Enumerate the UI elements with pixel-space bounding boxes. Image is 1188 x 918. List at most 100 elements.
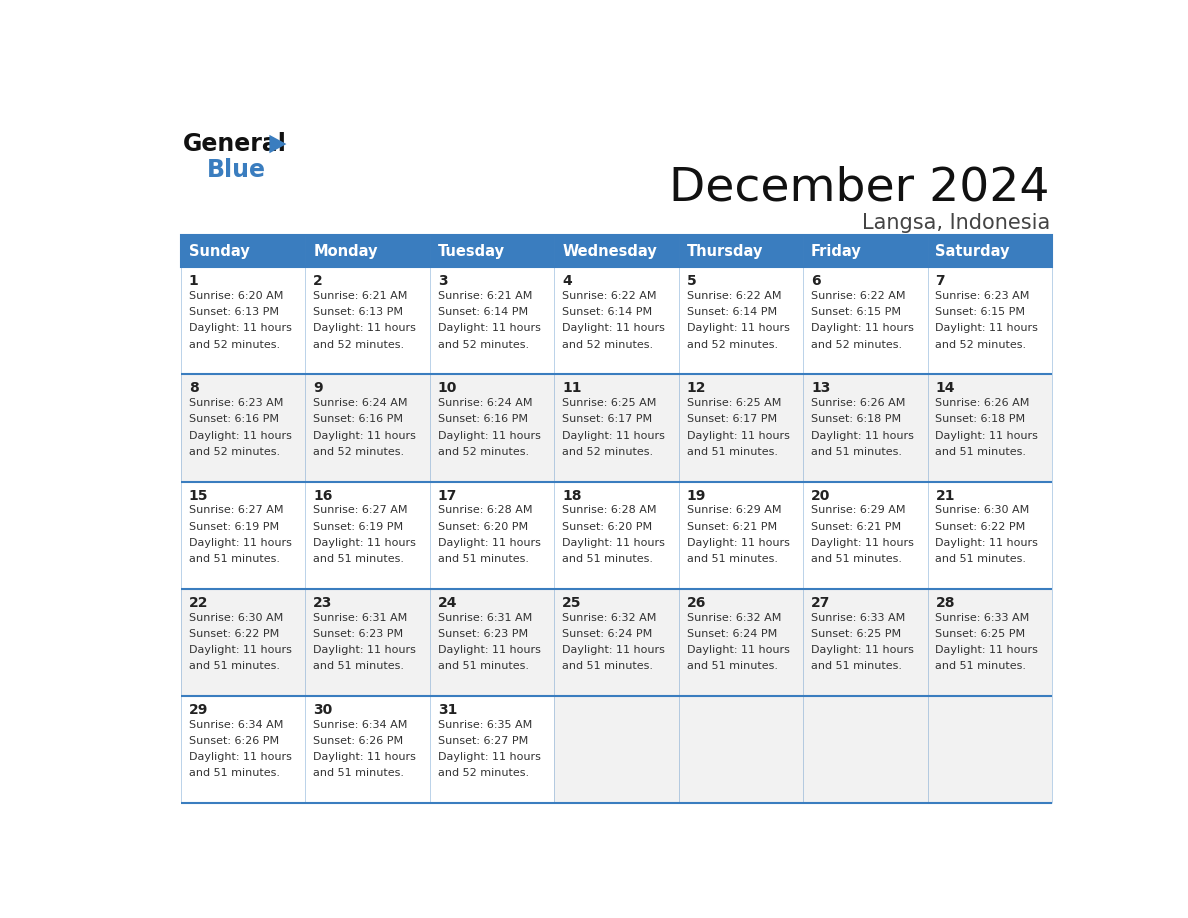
Bar <box>803 588 928 696</box>
Text: Sunset: 6:16 PM: Sunset: 6:16 PM <box>314 414 403 424</box>
Bar <box>181 696 305 803</box>
Text: Daylight: 11 hours: Daylight: 11 hours <box>437 752 541 762</box>
Text: Sunrise: 6:27 AM: Sunrise: 6:27 AM <box>189 506 283 516</box>
Bar <box>430 267 555 375</box>
Text: Sunset: 6:17 PM: Sunset: 6:17 PM <box>687 414 777 424</box>
Text: Daylight: 11 hours: Daylight: 11 hours <box>687 323 790 333</box>
Text: 5: 5 <box>687 274 696 288</box>
Text: Sunset: 6:20 PM: Sunset: 6:20 PM <box>562 521 652 532</box>
Text: and 51 minutes.: and 51 minutes. <box>437 554 529 564</box>
Bar <box>678 235 803 267</box>
Text: Thursday: Thursday <box>687 243 763 259</box>
Bar <box>181 375 305 482</box>
Text: and 51 minutes.: and 51 minutes. <box>314 661 404 671</box>
Text: Sunrise: 6:28 AM: Sunrise: 6:28 AM <box>437 506 532 516</box>
Text: 11: 11 <box>562 381 582 396</box>
Text: 3: 3 <box>437 274 448 288</box>
Bar <box>305 235 430 267</box>
Bar <box>803 696 928 803</box>
Text: and 51 minutes.: and 51 minutes. <box>935 661 1026 671</box>
Text: Sunset: 6:15 PM: Sunset: 6:15 PM <box>935 308 1025 318</box>
Text: 23: 23 <box>314 596 333 610</box>
Text: 6: 6 <box>811 274 821 288</box>
Text: Sunrise: 6:25 AM: Sunrise: 6:25 AM <box>562 398 657 409</box>
Text: Sunday: Sunday <box>189 243 249 259</box>
Text: Sunset: 6:16 PM: Sunset: 6:16 PM <box>437 414 527 424</box>
Text: Daylight: 11 hours: Daylight: 11 hours <box>935 431 1038 441</box>
Text: Sunrise: 6:22 AM: Sunrise: 6:22 AM <box>562 291 657 301</box>
Text: Sunset: 6:22 PM: Sunset: 6:22 PM <box>189 629 279 639</box>
Bar <box>928 235 1053 267</box>
Text: Daylight: 11 hours: Daylight: 11 hours <box>687 431 790 441</box>
Text: Sunrise: 6:27 AM: Sunrise: 6:27 AM <box>314 506 407 516</box>
Text: and 52 minutes.: and 52 minutes. <box>437 768 529 778</box>
Text: Sunset: 6:21 PM: Sunset: 6:21 PM <box>687 521 777 532</box>
Text: Sunset: 6:25 PM: Sunset: 6:25 PM <box>935 629 1025 639</box>
Bar <box>555 482 678 588</box>
Text: 13: 13 <box>811 381 830 396</box>
Text: and 52 minutes.: and 52 minutes. <box>935 340 1026 350</box>
Text: Daylight: 11 hours: Daylight: 11 hours <box>314 538 416 548</box>
Text: Sunrise: 6:30 AM: Sunrise: 6:30 AM <box>935 506 1030 516</box>
Text: Sunset: 6:19 PM: Sunset: 6:19 PM <box>189 521 279 532</box>
Text: Daylight: 11 hours: Daylight: 11 hours <box>562 538 665 548</box>
Text: Daylight: 11 hours: Daylight: 11 hours <box>562 431 665 441</box>
Text: 30: 30 <box>314 703 333 717</box>
Text: Daylight: 11 hours: Daylight: 11 hours <box>437 538 541 548</box>
Bar <box>555 696 678 803</box>
Text: Daylight: 11 hours: Daylight: 11 hours <box>189 752 292 762</box>
Bar <box>678 267 803 375</box>
Text: 1: 1 <box>189 274 198 288</box>
Text: Sunset: 6:16 PM: Sunset: 6:16 PM <box>189 414 279 424</box>
Polygon shape <box>270 135 286 153</box>
Text: Daylight: 11 hours: Daylight: 11 hours <box>437 323 541 333</box>
Text: 31: 31 <box>437 703 457 717</box>
Bar <box>803 267 928 375</box>
Text: Wednesday: Wednesday <box>562 243 657 259</box>
Text: and 52 minutes.: and 52 minutes. <box>811 340 902 350</box>
Text: and 52 minutes.: and 52 minutes. <box>562 447 653 457</box>
Text: Sunrise: 6:20 AM: Sunrise: 6:20 AM <box>189 291 283 301</box>
Text: Sunrise: 6:30 AM: Sunrise: 6:30 AM <box>189 612 283 622</box>
Text: Daylight: 11 hours: Daylight: 11 hours <box>189 645 292 655</box>
Bar <box>430 235 555 267</box>
Bar <box>305 696 430 803</box>
Text: 28: 28 <box>935 596 955 610</box>
Text: Sunrise: 6:22 AM: Sunrise: 6:22 AM <box>811 291 905 301</box>
Text: 18: 18 <box>562 488 582 502</box>
Text: 27: 27 <box>811 596 830 610</box>
Text: Daylight: 11 hours: Daylight: 11 hours <box>811 323 914 333</box>
Text: 22: 22 <box>189 596 208 610</box>
Text: and 51 minutes.: and 51 minutes. <box>935 554 1026 564</box>
Text: Sunrise: 6:35 AM: Sunrise: 6:35 AM <box>437 720 532 730</box>
Text: Sunrise: 6:23 AM: Sunrise: 6:23 AM <box>935 291 1030 301</box>
Text: 8: 8 <box>189 381 198 396</box>
Text: and 51 minutes.: and 51 minutes. <box>314 554 404 564</box>
Text: Sunrise: 6:26 AM: Sunrise: 6:26 AM <box>811 398 905 409</box>
Text: Daylight: 11 hours: Daylight: 11 hours <box>811 538 914 548</box>
Bar <box>555 235 678 267</box>
Bar <box>555 588 678 696</box>
Text: Sunrise: 6:26 AM: Sunrise: 6:26 AM <box>935 398 1030 409</box>
Bar <box>181 235 1053 267</box>
Bar <box>430 482 555 588</box>
Text: Blue: Blue <box>207 158 266 182</box>
Text: Sunset: 6:22 PM: Sunset: 6:22 PM <box>935 521 1025 532</box>
Text: 9: 9 <box>314 381 323 396</box>
Bar <box>803 375 928 482</box>
Text: Sunset: 6:14 PM: Sunset: 6:14 PM <box>562 308 652 318</box>
Text: Sunrise: 6:33 AM: Sunrise: 6:33 AM <box>935 612 1030 622</box>
Text: 19: 19 <box>687 488 706 502</box>
Bar <box>555 267 678 375</box>
Text: 17: 17 <box>437 488 457 502</box>
Text: 26: 26 <box>687 596 706 610</box>
Text: Sunrise: 6:33 AM: Sunrise: 6:33 AM <box>811 612 905 622</box>
Text: Sunset: 6:27 PM: Sunset: 6:27 PM <box>437 736 527 746</box>
Bar <box>678 375 803 482</box>
Text: Sunrise: 6:22 AM: Sunrise: 6:22 AM <box>687 291 781 301</box>
Text: 2: 2 <box>314 274 323 288</box>
Text: Sunrise: 6:29 AM: Sunrise: 6:29 AM <box>811 506 905 516</box>
Text: and 52 minutes.: and 52 minutes. <box>189 340 280 350</box>
Text: Sunset: 6:24 PM: Sunset: 6:24 PM <box>562 629 652 639</box>
Text: Sunset: 6:18 PM: Sunset: 6:18 PM <box>811 414 902 424</box>
